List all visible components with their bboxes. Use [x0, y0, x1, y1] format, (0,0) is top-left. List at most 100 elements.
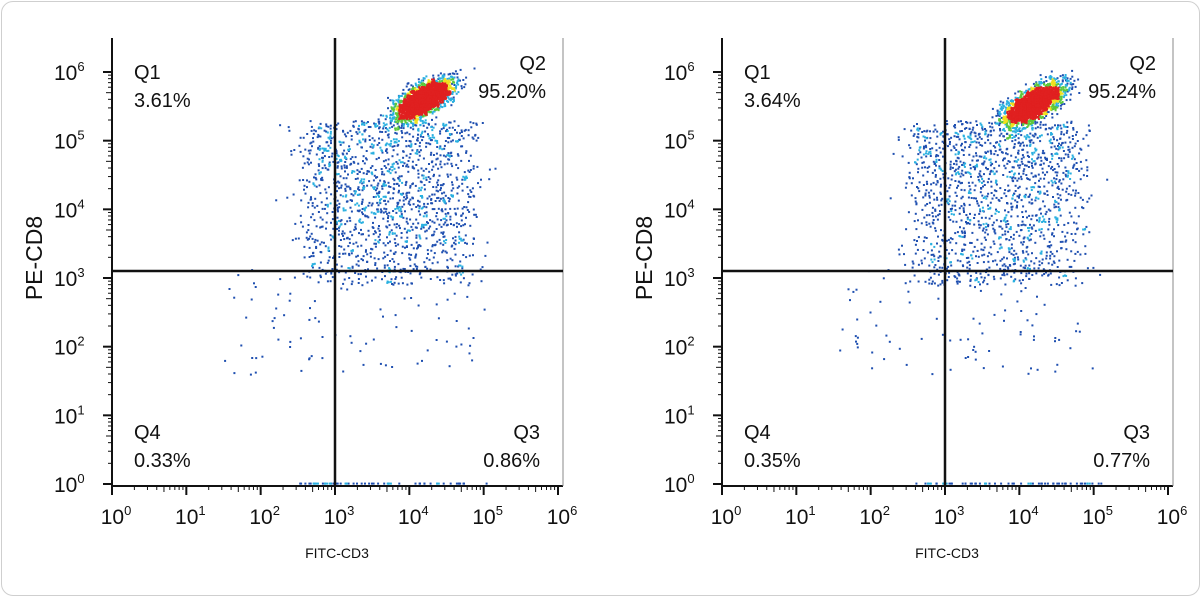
data-point — [426, 90, 429, 93]
data-point — [453, 207, 456, 210]
data-point — [444, 208, 447, 211]
data-point — [1077, 78, 1080, 81]
data-point — [389, 114, 392, 117]
data-point — [405, 140, 408, 142]
data-point — [469, 189, 472, 192]
data-point — [1065, 248, 1068, 251]
data-point — [408, 105, 411, 108]
data-point — [389, 142, 392, 145]
data-point — [348, 148, 351, 151]
data-point — [412, 135, 415, 138]
data-point — [337, 173, 340, 175]
data-point — [358, 220, 361, 223]
data-point — [303, 256, 306, 259]
data-point — [449, 218, 452, 221]
data-point — [314, 482, 317, 485]
data-point — [414, 482, 417, 485]
data-point — [338, 229, 340, 232]
data-point — [410, 329, 413, 332]
data-point — [408, 107, 411, 110]
data-point — [348, 254, 351, 257]
data-point — [432, 78, 435, 81]
data-point — [245, 316, 248, 319]
data-point — [430, 139, 433, 142]
data-point — [976, 124, 978, 126]
data-point — [404, 246, 406, 249]
data-point — [432, 105, 435, 108]
data-point — [388, 168, 391, 171]
data-point — [393, 268, 396, 271]
data-point — [945, 123, 948, 126]
data-point — [405, 145, 408, 148]
data-point — [425, 142, 428, 145]
data-point — [324, 167, 327, 170]
data-point — [433, 193, 436, 196]
data-point — [340, 223, 343, 226]
data-point — [455, 222, 458, 225]
data-point — [388, 231, 391, 234]
data-point — [959, 182, 962, 185]
data-point — [415, 253, 418, 256]
data-point — [377, 482, 380, 485]
data-point — [996, 112, 999, 115]
data-point — [407, 98, 410, 101]
data-point — [451, 72, 454, 75]
data-point — [394, 141, 397, 143]
data-point — [318, 158, 321, 161]
data-point — [460, 219, 463, 222]
plot-1: 100 101 102 103 104 105 1061001011021031041051… — [21, 38, 577, 561]
data-point — [939, 245, 942, 248]
data-point — [449, 277, 451, 280]
data-point — [403, 203, 406, 206]
data-point — [339, 482, 342, 485]
data-point — [481, 266, 484, 269]
data-point — [410, 143, 413, 146]
data-point — [936, 268, 939, 271]
data-point — [936, 218, 939, 221]
data-point — [985, 166, 987, 169]
data-point — [349, 206, 352, 209]
data-point — [454, 265, 457, 268]
data-point — [393, 260, 396, 263]
data-point — [1060, 159, 1063, 162]
data-point — [321, 179, 324, 182]
data-point — [393, 183, 396, 186]
data-point — [233, 372, 236, 375]
data-point — [1056, 77, 1059, 80]
data-point — [435, 189, 438, 192]
data-point — [418, 154, 421, 157]
data-point — [1038, 179, 1040, 182]
data-point — [395, 138, 398, 141]
data-point — [987, 139, 990, 142]
data-point — [425, 211, 428, 214]
data-point — [447, 73, 450, 76]
data-point — [379, 362, 382, 365]
data-point — [327, 136, 330, 139]
data-point — [435, 86, 438, 89]
data-point — [336, 166, 339, 169]
data-point — [449, 81, 452, 84]
data-point — [1021, 148, 1024, 151]
data-point — [403, 297, 406, 300]
data-point — [1007, 184, 1010, 187]
data-point — [328, 161, 331, 164]
data-point — [926, 170, 929, 173]
data-point — [442, 217, 445, 220]
data-point — [346, 288, 349, 291]
data-point — [398, 184, 400, 187]
data-point — [446, 93, 449, 96]
data-point — [391, 145, 394, 148]
data-point — [1039, 121, 1042, 124]
data-point — [1008, 251, 1011, 254]
x-tick-label: 102 — [249, 503, 280, 529]
data-point — [469, 196, 472, 198]
data-point — [429, 80, 432, 83]
data-point — [450, 104, 453, 107]
data-point — [374, 239, 377, 242]
data-point — [318, 165, 321, 167]
data-point — [472, 237, 475, 240]
data-point — [361, 182, 364, 185]
data-point — [438, 95, 441, 98]
data-point — [1037, 153, 1040, 156]
